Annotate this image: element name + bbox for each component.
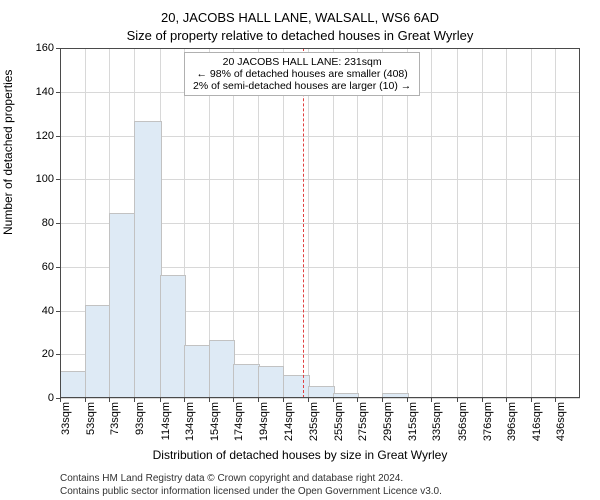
- grid-line-v: [555, 48, 556, 398]
- grid-line-v: [308, 48, 309, 398]
- x-tick-label: 315sqm: [407, 402, 419, 441]
- grid-line-v: [457, 48, 458, 398]
- x-tick-label: 33sqm: [60, 402, 72, 435]
- x-tick-label: 134sqm: [184, 402, 196, 441]
- histogram-bar: [333, 393, 360, 398]
- grid-line-v: [60, 48, 61, 398]
- grid-line-v: [333, 48, 334, 398]
- x-tick-label: 73sqm: [109, 402, 121, 435]
- histogram-bar: [184, 345, 211, 399]
- x-tick-label: 114sqm: [160, 402, 172, 440]
- histogram-bar: [233, 364, 260, 398]
- grid-line-v: [357, 48, 358, 398]
- x-tick-label: 214sqm: [283, 402, 295, 441]
- y-tick-label: 20: [42, 348, 54, 360]
- grid-line-h: [60, 398, 580, 399]
- histogram-bar: [109, 213, 136, 398]
- x-tick-label: 396sqm: [506, 402, 518, 441]
- x-tick-label: 154sqm: [209, 402, 221, 441]
- x-axis-label: Distribution of detached houses by size …: [0, 448, 600, 462]
- grid-line-v: [506, 48, 507, 398]
- x-tick-label: 295sqm: [382, 402, 394, 441]
- plot-area: 02040608010012014016033sqm53sqm73sqm93sq…: [60, 48, 580, 398]
- footer-attribution-2: Contains public sector information licen…: [60, 486, 442, 497]
- x-tick-label: 93sqm: [134, 402, 146, 435]
- y-tick-label: 140: [36, 86, 54, 98]
- y-tick-label: 40: [42, 305, 54, 317]
- grid-line-v: [531, 48, 532, 398]
- x-tick-label: 174sqm: [233, 402, 245, 441]
- y-tick-label: 160: [36, 42, 54, 54]
- y-tick-label: 80: [42, 217, 54, 229]
- x-tick-label: 235sqm: [308, 402, 320, 441]
- marker-line: [303, 48, 304, 398]
- histogram-bar: [60, 371, 87, 398]
- y-tick-label: 0: [48, 392, 54, 404]
- histogram-bar: [258, 366, 285, 398]
- chart-title-line2: Size of property relative to detached ho…: [0, 28, 600, 43]
- histogram-bar: [382, 393, 409, 398]
- footer-attribution-1: Contains HM Land Registry data © Crown c…: [60, 473, 403, 484]
- annotation-box: 20 JACOBS HALL LANE: 231sqm← 98% of deta…: [184, 52, 420, 96]
- grid-line-v: [407, 48, 408, 398]
- grid-line-v: [258, 48, 259, 398]
- grid-line-h: [60, 48, 580, 49]
- chart-title-line1: 20, JACOBS HALL LANE, WALSALL, WS6 6AD: [0, 10, 600, 25]
- grid-line-v: [482, 48, 483, 398]
- x-tick-label: 53sqm: [85, 402, 97, 435]
- y-tick-label: 100: [36, 173, 54, 185]
- y-axis-label: Number of detached properties: [1, 70, 15, 235]
- annotation-line: 2% of semi-detached houses are larger (1…: [193, 80, 411, 92]
- histogram-bar: [85, 305, 112, 398]
- x-tick-label: 436sqm: [555, 402, 567, 441]
- x-tick-label: 255sqm: [333, 402, 345, 441]
- grid-line-v: [283, 48, 284, 398]
- x-tick-label: 416sqm: [531, 402, 543, 441]
- x-tick-label: 356sqm: [457, 402, 469, 441]
- grid-line-v: [382, 48, 383, 398]
- x-tick-label: 275sqm: [357, 402, 369, 441]
- annotation-line: ← 98% of detached houses are smaller (40…: [193, 68, 411, 80]
- x-tick-label: 194sqm: [258, 402, 270, 441]
- x-tick-label: 376sqm: [482, 402, 494, 441]
- grid-line-v: [431, 48, 432, 398]
- histogram-bar: [308, 386, 335, 398]
- y-tick-label: 60: [42, 261, 54, 273]
- x-tick-label: 335sqm: [431, 402, 443, 441]
- histogram-bar: [209, 340, 236, 398]
- y-tick-label: 120: [36, 130, 54, 142]
- annotation-line: 20 JACOBS HALL LANE: 231sqm: [193, 56, 411, 68]
- histogram-bar: [160, 275, 187, 399]
- histogram-bar: [134, 121, 162, 398]
- histogram-bar: [283, 375, 311, 398]
